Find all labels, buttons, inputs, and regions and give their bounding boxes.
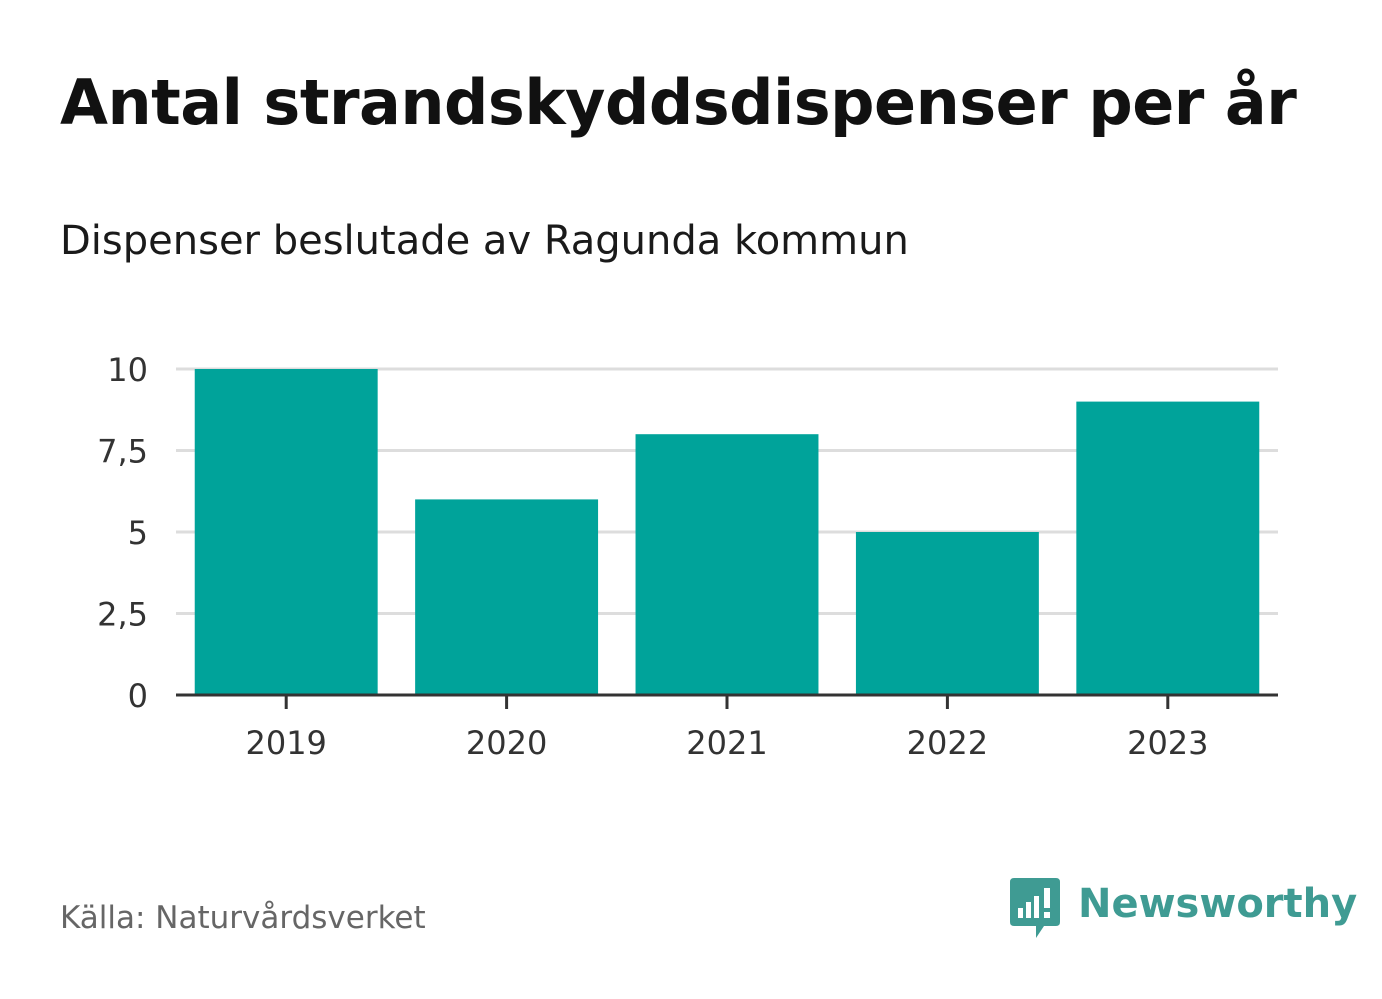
y-tick-label: 7,5 <box>97 433 148 471</box>
y-axis-tick-labels: 0 2,5 5 7,5 10 <box>97 351 148 715</box>
x-tick-label: 2023 <box>1127 724 1208 762</box>
y-tick-label: 5 <box>128 514 148 552</box>
y-tick-label: 10 <box>107 351 148 389</box>
x-axis <box>176 693 1278 709</box>
chart-title: Antal strandskyddsdispenser per år <box>60 66 1297 139</box>
bar-2023 <box>1076 401 1260 695</box>
brand-logo: Newsworthy <box>1010 878 1357 940</box>
chart-subtitle: Dispenser beslutade av Ragunda kommun <box>60 218 909 264</box>
x-tick-label: 2021 <box>686 724 767 762</box>
x-tick-label: 2020 <box>466 724 547 762</box>
x-axis-tick-labels: 2019 2020 2021 2022 2023 <box>245 724 1208 762</box>
bar-2019 <box>194 369 378 695</box>
bar-2021 <box>635 434 819 695</box>
x-tick-label: 2022 <box>907 724 988 762</box>
bar-2020 <box>415 499 599 695</box>
y-tick-label: 0 <box>128 677 148 715</box>
bar-2022 <box>855 532 1039 695</box>
source-note: Källa: Naturvårdsverket <box>60 900 426 936</box>
x-tick-label: 2019 <box>245 724 326 762</box>
bars <box>194 369 1260 695</box>
brand-name: Newsworthy <box>1078 881 1358 927</box>
y-tick-label: 2,5 <box>97 596 148 634</box>
newsworthy-logo-icon <box>1010 878 1060 938</box>
